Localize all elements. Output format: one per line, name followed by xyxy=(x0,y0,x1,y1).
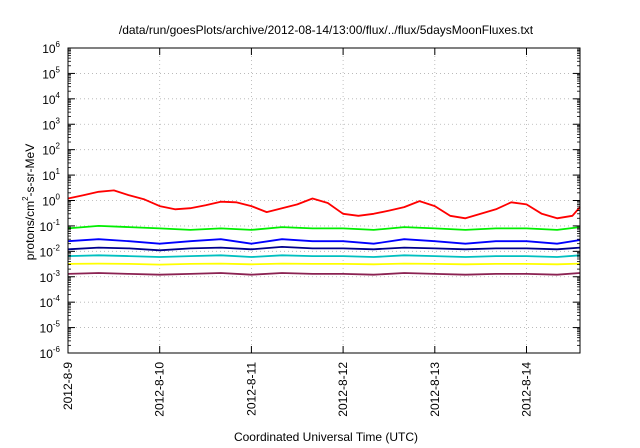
y-tick-label: 102 xyxy=(42,142,60,158)
y-tick-label: 10-4 xyxy=(40,294,61,310)
y-tick-label: 104 xyxy=(42,91,60,107)
x-axis-label: Coordinated Universal Time (UTC) xyxy=(234,430,418,444)
series-line-6 xyxy=(67,262,581,266)
y-tick-label: 103 xyxy=(42,116,60,132)
y-tick-label: 105 xyxy=(42,65,60,81)
x-tick-label: 2012-8-9 xyxy=(61,362,75,410)
y-tick-label: 10-1 xyxy=(40,218,61,234)
x-tick-label: 2012-8-13 xyxy=(428,362,442,417)
x-tick-label: 2012-8-12 xyxy=(336,362,350,417)
series-line-1 xyxy=(67,189,581,220)
chart-title: /data/run/goesPlots/archive/2012-08-14/1… xyxy=(119,23,534,37)
y-tick-labels: 10-6 10-5 10-4 10-3 10-2 10-1 100 101 102 103 104 1… xyxy=(40,40,61,361)
x-tick-label: 2012-8-11 xyxy=(244,362,258,416)
ticks xyxy=(67,47,580,354)
x-tick-label: 2012-8-10 xyxy=(153,362,167,417)
grid xyxy=(68,48,580,353)
series-line-4 xyxy=(67,245,581,252)
y-tick-label: 10-3 xyxy=(40,269,61,285)
series-line-5 xyxy=(67,254,581,258)
series-line-2 xyxy=(67,224,581,231)
series-line-3 xyxy=(67,238,581,245)
series-layer xyxy=(67,189,581,276)
y-tick-label: 10-2 xyxy=(40,243,61,259)
y-tick-label: 100 xyxy=(42,193,60,209)
y-tick-label: 106 xyxy=(42,40,60,56)
y-axis-label: protons/cm2-s-sr-MeV xyxy=(21,144,37,260)
y-tick-label: 101 xyxy=(42,167,60,183)
y-tick-label: 10-5 xyxy=(40,320,61,336)
y-tick-label: 10-6 xyxy=(40,345,61,361)
x-tick-label: 2012-8-14 xyxy=(520,362,534,417)
x-tick-labels: 2012-8-9 2012-8-10 2012-8-11 2012-8-12 2012-… xyxy=(61,362,534,417)
series-line-7 xyxy=(67,272,581,276)
